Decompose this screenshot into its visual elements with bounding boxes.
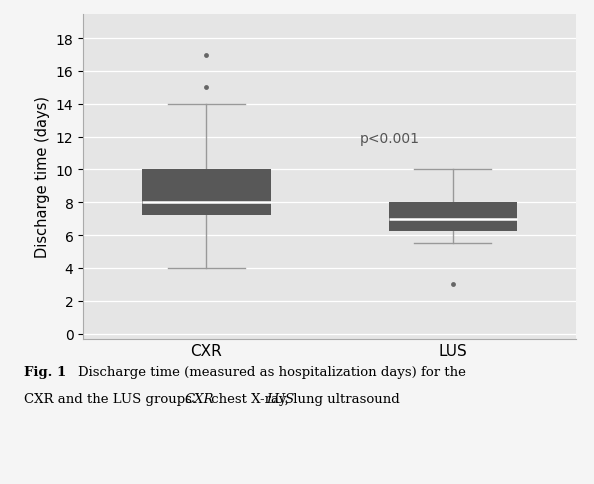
Text: chest X-ray,: chest X-ray, bbox=[207, 392, 293, 405]
Text: CXR and the LUS groups.: CXR and the LUS groups. bbox=[24, 392, 200, 405]
Text: LUS: LUS bbox=[266, 392, 295, 405]
Text: Fig. 1: Fig. 1 bbox=[24, 365, 66, 378]
Bar bbox=[389, 203, 517, 231]
Text: CXR: CXR bbox=[184, 392, 214, 405]
Text: p<0.001: p<0.001 bbox=[359, 132, 419, 146]
Text: lung ultrasound: lung ultrasound bbox=[289, 392, 399, 405]
Y-axis label: Discharge time (days): Discharge time (days) bbox=[35, 96, 50, 257]
Bar bbox=[143, 170, 270, 215]
Text: Discharge time (measured as hospitalization days) for the: Discharge time (measured as hospitalizat… bbox=[78, 365, 466, 378]
